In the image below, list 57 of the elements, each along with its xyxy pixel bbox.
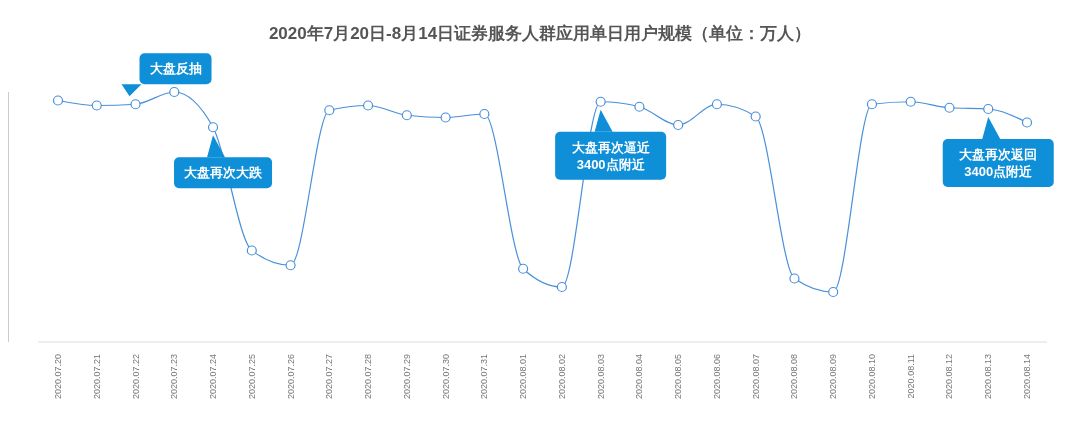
- point: [595, 96, 606, 107]
- point: [479, 108, 490, 120]
- point: [673, 119, 684, 131]
- x-tick-label: 2020.08.08: [789, 354, 800, 400]
- point: [246, 245, 257, 256]
- x-tick-label: 2020.08.02: [556, 354, 567, 400]
- annotation: 大盘反抽: [149, 61, 202, 77]
- x-tick-label: 2020.07.25: [246, 354, 257, 400]
- x-tick-label: 2020.07.30: [440, 354, 451, 400]
- x-tick-label: 2020.07.22: [130, 354, 141, 400]
- x-tick-label: 2020.08.11: [905, 354, 916, 399]
- x-tick-label: 2020.07.27: [324, 354, 335, 400]
- x-tick-label: 2020.07.23: [169, 354, 180, 400]
- point: [828, 286, 839, 298]
- point: [440, 112, 451, 123]
- point: [866, 99, 878, 110]
- point: [401, 110, 412, 121]
- x-tick-label: 2020.08.12: [944, 354, 955, 400]
- annotation: 大盘再次返回 3400点附近: [959, 147, 1038, 179]
- point: [362, 100, 374, 111]
- point: [905, 96, 916, 107]
- x-tick-label: 2020.08.04: [634, 354, 645, 400]
- x-tick-label: 2020.08.07: [750, 354, 761, 400]
- x-tick-label: 2020.08.14: [1022, 354, 1032, 400]
- point: [324, 105, 335, 116]
- x-tick-label: 2020.08.03: [595, 354, 606, 400]
- annotation: 大盘再次大跌: [184, 165, 264, 181]
- point: [944, 102, 955, 113]
- x-tick-label: 2020.07.26: [285, 354, 296, 400]
- point: [750, 111, 761, 122]
- point: [789, 273, 800, 284]
- point: [169, 86, 180, 98]
- point: [130, 99, 141, 110]
- point: [983, 103, 994, 115]
- x-tick-label: 2020.07.24: [208, 354, 219, 400]
- point: [207, 122, 219, 133]
- x-tick-label: 2020.07.21: [91, 354, 102, 400]
- x-tick-label: 2020.08.06: [711, 354, 722, 400]
- point: [556, 281, 567, 293]
- point: [52, 95, 64, 106]
- x-tick-label: 2020.07.31: [479, 354, 490, 400]
- x-tick-label: 2020.08.05: [673, 354, 684, 400]
- point: [91, 100, 102, 111]
- point: [1021, 117, 1033, 128]
- annotation: 大盘再次逼近 3400点附近: [571, 139, 651, 172]
- point: [518, 263, 529, 274]
- point: [634, 101, 645, 112]
- x-tick-label: 2020.07.29: [401, 354, 412, 400]
- chart-title: 2020年7月20日-8月14日证券服务人群应用单日用户规模（单位：万人）: [267, 23, 813, 45]
- point: [711, 99, 723, 110]
- x-tick-label: 2020.08.01: [518, 354, 529, 400]
- point: [285, 260, 296, 271]
- x-tick-label: 2020.08.10: [866, 354, 877, 400]
- x-tick-label: 2020.08.13: [983, 354, 994, 400]
- x-tick-label: 2020.07.20: [53, 354, 63, 400]
- x-tick-label: 2020.07.28: [363, 354, 374, 400]
- x-tick-label: 2020.08.09: [828, 354, 839, 400]
